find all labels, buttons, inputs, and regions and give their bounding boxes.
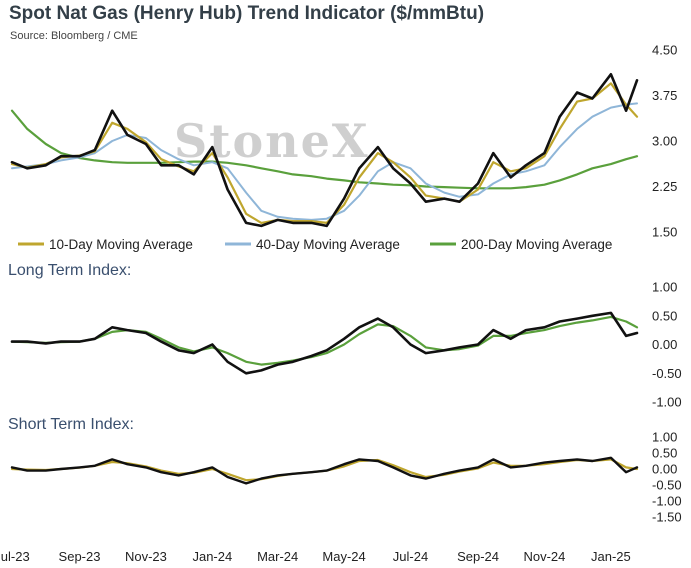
y-tick-label: 0.00 <box>652 462 677 477</box>
legend-entry: 200-Day Moving Average <box>461 237 612 252</box>
y-tick-label: 4.50 <box>652 43 677 58</box>
y-tick-label: 3.75 <box>652 88 677 103</box>
series-line-2 <box>11 102 638 221</box>
x-tick-label: Sep-24 <box>457 549 499 564</box>
y-tick-label: 1.50 <box>652 225 677 240</box>
x-tick-label: Mar-24 <box>257 549 298 564</box>
long-term-panel: 1.00 0.50 0.00 -0.50 -1.00 <box>10 280 682 410</box>
series-line-1 <box>10 82 639 224</box>
y-tick-label: -1.00 <box>652 395 682 410</box>
x-tick-label: Jul-23 <box>0 549 30 564</box>
series-line-3 <box>10 109 639 190</box>
x-tick-label: Jan-25 <box>591 549 631 564</box>
x-tick-label: Sep-23 <box>59 549 101 564</box>
x-tick-label: Nov-24 <box>523 549 565 564</box>
series-line-0 <box>10 311 639 375</box>
x-tick-label: Jan-24 <box>192 549 232 564</box>
price-panel: 4.50 3.75 3.00 2.25 1.50 <box>10 43 677 240</box>
y-tick-label: 0.50 <box>652 446 677 461</box>
long-term-index-title: Long Term Index: <box>8 262 132 279</box>
x-tick-label: May-24 <box>322 549 365 564</box>
y-tick-label: 0.00 <box>652 337 677 352</box>
page-title: Spot Nat Gas (Henry Hub) Trend Indicator… <box>9 3 485 24</box>
series-line-1 <box>10 315 639 366</box>
y-tick-label: -1.50 <box>652 510 682 525</box>
y-tick-label: -0.50 <box>652 478 682 493</box>
y-tick-label: -1.00 <box>652 494 682 509</box>
x-tick-label: Jul-24 <box>393 549 428 564</box>
y-tick-label: 0.50 <box>652 308 677 323</box>
y-tick-label: 2.25 <box>652 179 677 194</box>
y-tick-label: 1.00 <box>652 430 677 445</box>
y-tick-label: 1.00 <box>652 280 677 295</box>
x-axis: Jul-23 Sep-23 Nov-23 Jan-24 Mar-24 May-24 Jul-… <box>0 549 631 564</box>
price-legend: 10-Day Moving Average 40-Day Moving Avera… <box>18 237 612 252</box>
short-term-panel: 1.000.500.00-0.50-1.00-1.50 <box>10 430 682 525</box>
legend-entry: 10-Day Moving Average <box>49 237 193 252</box>
y-tick-label: -0.50 <box>652 366 682 381</box>
source-note: Source: Bloomberg / CME <box>10 30 138 42</box>
x-tick-label: Nov-23 <box>125 549 167 564</box>
legend-entry: 40-Day Moving Average <box>256 237 400 252</box>
y-tick-label: 3.00 <box>652 134 677 149</box>
series-line-0 <box>10 456 639 485</box>
series-line-0 <box>10 73 639 228</box>
short-term-index-title: Short Term Index: <box>8 416 134 433</box>
